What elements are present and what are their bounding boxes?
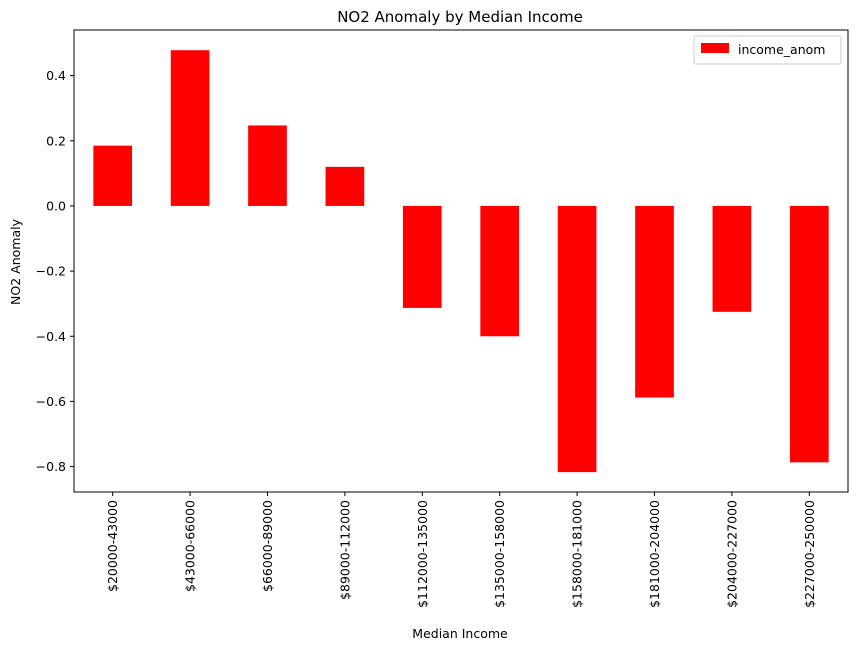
- y-axis: −0.8 −0.6 −0.4 −0.2 0.0 0.2 0.4: [36, 68, 74, 474]
- bar: [325, 166, 365, 206]
- x-tick-label: $204000-227000: [724, 500, 739, 608]
- x-tick-label: $227000-250000: [802, 500, 817, 608]
- bar: [480, 205, 520, 337]
- bar: [93, 145, 133, 206]
- legend: income_anom: [693, 35, 842, 65]
- x-tick-label: $66000-89000: [260, 500, 275, 592]
- y-tick-label: −0.8: [36, 459, 66, 474]
- y-tick-label: −0.6: [36, 394, 66, 409]
- x-tick-label: $158000-181000: [570, 500, 585, 608]
- x-tick-label: $89000-112000: [337, 500, 352, 600]
- bar: [402, 205, 442, 308]
- y-tick-label: −0.2: [36, 264, 66, 279]
- y-tick-label: −0.4: [36, 329, 66, 344]
- y-axis-label: NO2 Anomaly: [8, 218, 23, 305]
- plot-frame: [73, 29, 849, 493]
- x-tick-label: $112000-135000: [415, 500, 430, 608]
- x-tick-label: $20000-43000: [105, 500, 120, 592]
- bar: [248, 125, 287, 206]
- bar: [635, 205, 674, 398]
- x-axis-label: Median Income: [412, 626, 508, 641]
- y-tick-label: 0.2: [46, 133, 66, 148]
- x-tick-label: $181000-204000: [647, 500, 662, 608]
- x-tick-label: $135000-158000: [492, 500, 507, 608]
- y-tick-label: 0.0: [46, 198, 66, 213]
- bars-group: [93, 50, 829, 473]
- bar: [170, 50, 210, 206]
- y-tick-label: 0.4: [46, 68, 66, 83]
- bar: [557, 205, 597, 473]
- x-tick-label: $43000-66000: [183, 500, 198, 592]
- x-axis: $20000-43000 $43000-66000 $66000-89000 $890…: [105, 492, 817, 608]
- bar: [789, 205, 829, 463]
- legend-swatch: [701, 43, 729, 53]
- legend-box: [693, 35, 842, 65]
- bar: [712, 205, 752, 312]
- chart-title: NO2 Anomaly by Median Income: [337, 8, 583, 26]
- legend-label: income_anom: [738, 42, 825, 57]
